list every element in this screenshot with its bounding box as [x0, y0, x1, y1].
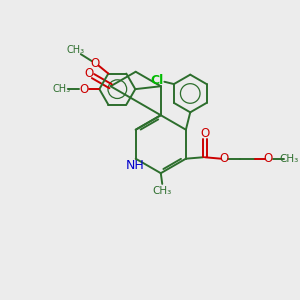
- Text: O: O: [219, 152, 229, 165]
- Text: Cl: Cl: [150, 74, 163, 87]
- Text: CH₃: CH₃: [52, 84, 71, 94]
- Text: CH₃: CH₃: [280, 154, 299, 164]
- Text: CH₃: CH₃: [67, 45, 85, 55]
- Text: O: O: [84, 67, 93, 80]
- Text: O: O: [264, 152, 273, 165]
- Text: O: O: [80, 82, 89, 96]
- Text: O: O: [200, 127, 209, 140]
- Text: NH: NH: [126, 159, 145, 172]
- Text: O: O: [91, 57, 100, 70]
- Text: CH₃: CH₃: [153, 186, 172, 196]
